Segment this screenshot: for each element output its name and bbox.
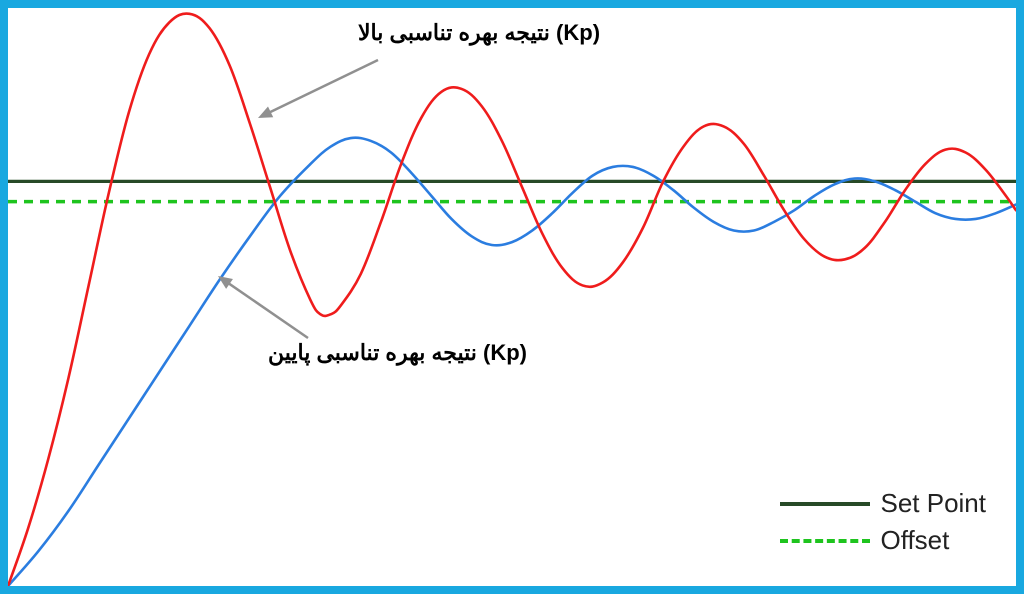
annotation-high-kp: (Kp) نتیجه بهره تناسبی بالا — [358, 20, 600, 46]
arrow-high-kp-shaft — [267, 60, 378, 114]
legend-row-setpoint: Set Point — [780, 488, 986, 519]
legend-label-offset: Offset — [880, 525, 949, 556]
annotation-low-kp: (Kp) نتیجه بهره تناسبی پایین — [268, 340, 527, 366]
annotation-low-kp-text: (Kp) نتیجه بهره تناسبی پایین — [268, 340, 527, 365]
arrow-low-kp-head — [218, 276, 233, 289]
chart-frame: (Kp) نتیجه بهره تناسبی بالا (Kp) نتیجه ب… — [0, 0, 1024, 594]
annotation-high-kp-text: (Kp) نتیجه بهره تناسبی بالا — [358, 20, 600, 45]
arrow-low-kp-shaft — [226, 282, 308, 338]
legend: Set Point Offset — [780, 482, 986, 556]
legend-label-setpoint: Set Point — [880, 488, 986, 519]
legend-swatch-offset — [780, 539, 870, 543]
legend-row-offset: Offset — [780, 525, 986, 556]
legend-swatch-setpoint — [780, 502, 870, 506]
